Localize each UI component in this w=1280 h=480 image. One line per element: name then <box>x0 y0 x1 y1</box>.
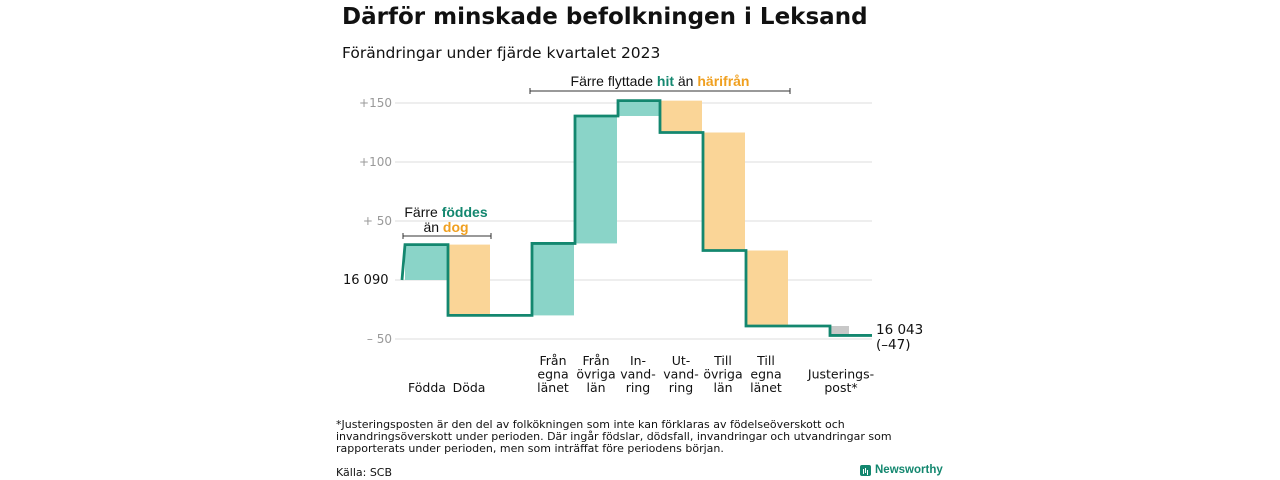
category-label: vand- <box>663 367 698 382</box>
base-value-label: 16 090 <box>343 273 389 288</box>
deaths-annotation: än dog <box>423 219 468 235</box>
category-label: ring <box>626 380 650 395</box>
category-labels: Födda DödaFrånegnalänetFrånövrigalänIn-va… <box>408 353 874 395</box>
waterfall-bar <box>448 244 490 316</box>
category-label: Till <box>713 353 732 368</box>
category-label: ring <box>669 380 693 395</box>
category-label: Från <box>582 353 609 368</box>
step-line: 16 043(–47) <box>400 99 923 353</box>
chart-subtitle: Förändringar under fjärde kvartalet 2023 <box>342 44 661 62</box>
waterfall-bar <box>660 100 702 133</box>
end-change-label: (–47) <box>876 337 910 353</box>
chart-title: Därför minskade befolkningen i Leksand <box>342 4 868 30</box>
category-label: Till <box>756 353 775 368</box>
births-mid: än <box>423 219 442 235</box>
brand-logo: Newsworthy <box>860 464 943 476</box>
migration-highlight-in: hit <box>657 73 674 89</box>
category-label: Döda <box>453 380 486 395</box>
category-label: Från <box>539 353 566 368</box>
category-label: Justerings- <box>807 367 874 382</box>
waterfall-bars <box>405 100 849 336</box>
migration-mid: än <box>674 73 697 89</box>
category-label: egna <box>750 367 781 382</box>
category-label: Födda <box>408 380 446 395</box>
waterfall-bar <box>532 243 574 316</box>
waterfall-bar <box>746 250 788 327</box>
category-label: övriga <box>703 367 742 382</box>
y-tick-label: +150 <box>359 96 392 110</box>
waterfall-bar <box>618 100 660 116</box>
waterfall-bar <box>575 115 617 244</box>
births-prefix: Färre <box>404 204 441 220</box>
source-label: Källa: SCB <box>336 466 393 479</box>
migration-prefix: Färre flyttade <box>571 73 657 89</box>
waterfall-bar <box>703 132 745 251</box>
newsworthy-icon <box>860 464 871 476</box>
end-value-label: 16 043 <box>876 322 923 338</box>
y-tick-label: +100 <box>359 155 392 169</box>
migration-annotation: Färre flyttade hit än härifrån <box>571 73 750 89</box>
category-label: länet <box>750 380 782 395</box>
category-label: egna <box>537 367 568 382</box>
waterfall-bar <box>405 244 447 280</box>
waterfall-bar <box>831 326 849 336</box>
category-label: Ut- <box>672 353 691 368</box>
migration-highlight-out: härifrån <box>697 73 749 89</box>
category-label: län <box>586 380 605 395</box>
footnote: *Justeringsposten är den del av folkökni… <box>336 418 892 455</box>
running-total-line <box>400 99 872 337</box>
births-highlight: föddes <box>442 204 488 220</box>
category-label: övriga <box>576 367 615 382</box>
category-label: länet <box>537 380 569 395</box>
category-label: vand- <box>620 367 655 382</box>
y-tick-label: + 50 <box>363 214 392 228</box>
births-annotation: Färre föddes <box>404 204 487 220</box>
category-label: post* <box>824 380 857 395</box>
category-label: In- <box>630 353 646 368</box>
category-label: län <box>713 380 732 395</box>
y-tick-label: – 50 <box>367 332 392 346</box>
deaths-highlight: dog <box>443 219 469 235</box>
brand-name: Newsworthy <box>875 464 943 476</box>
